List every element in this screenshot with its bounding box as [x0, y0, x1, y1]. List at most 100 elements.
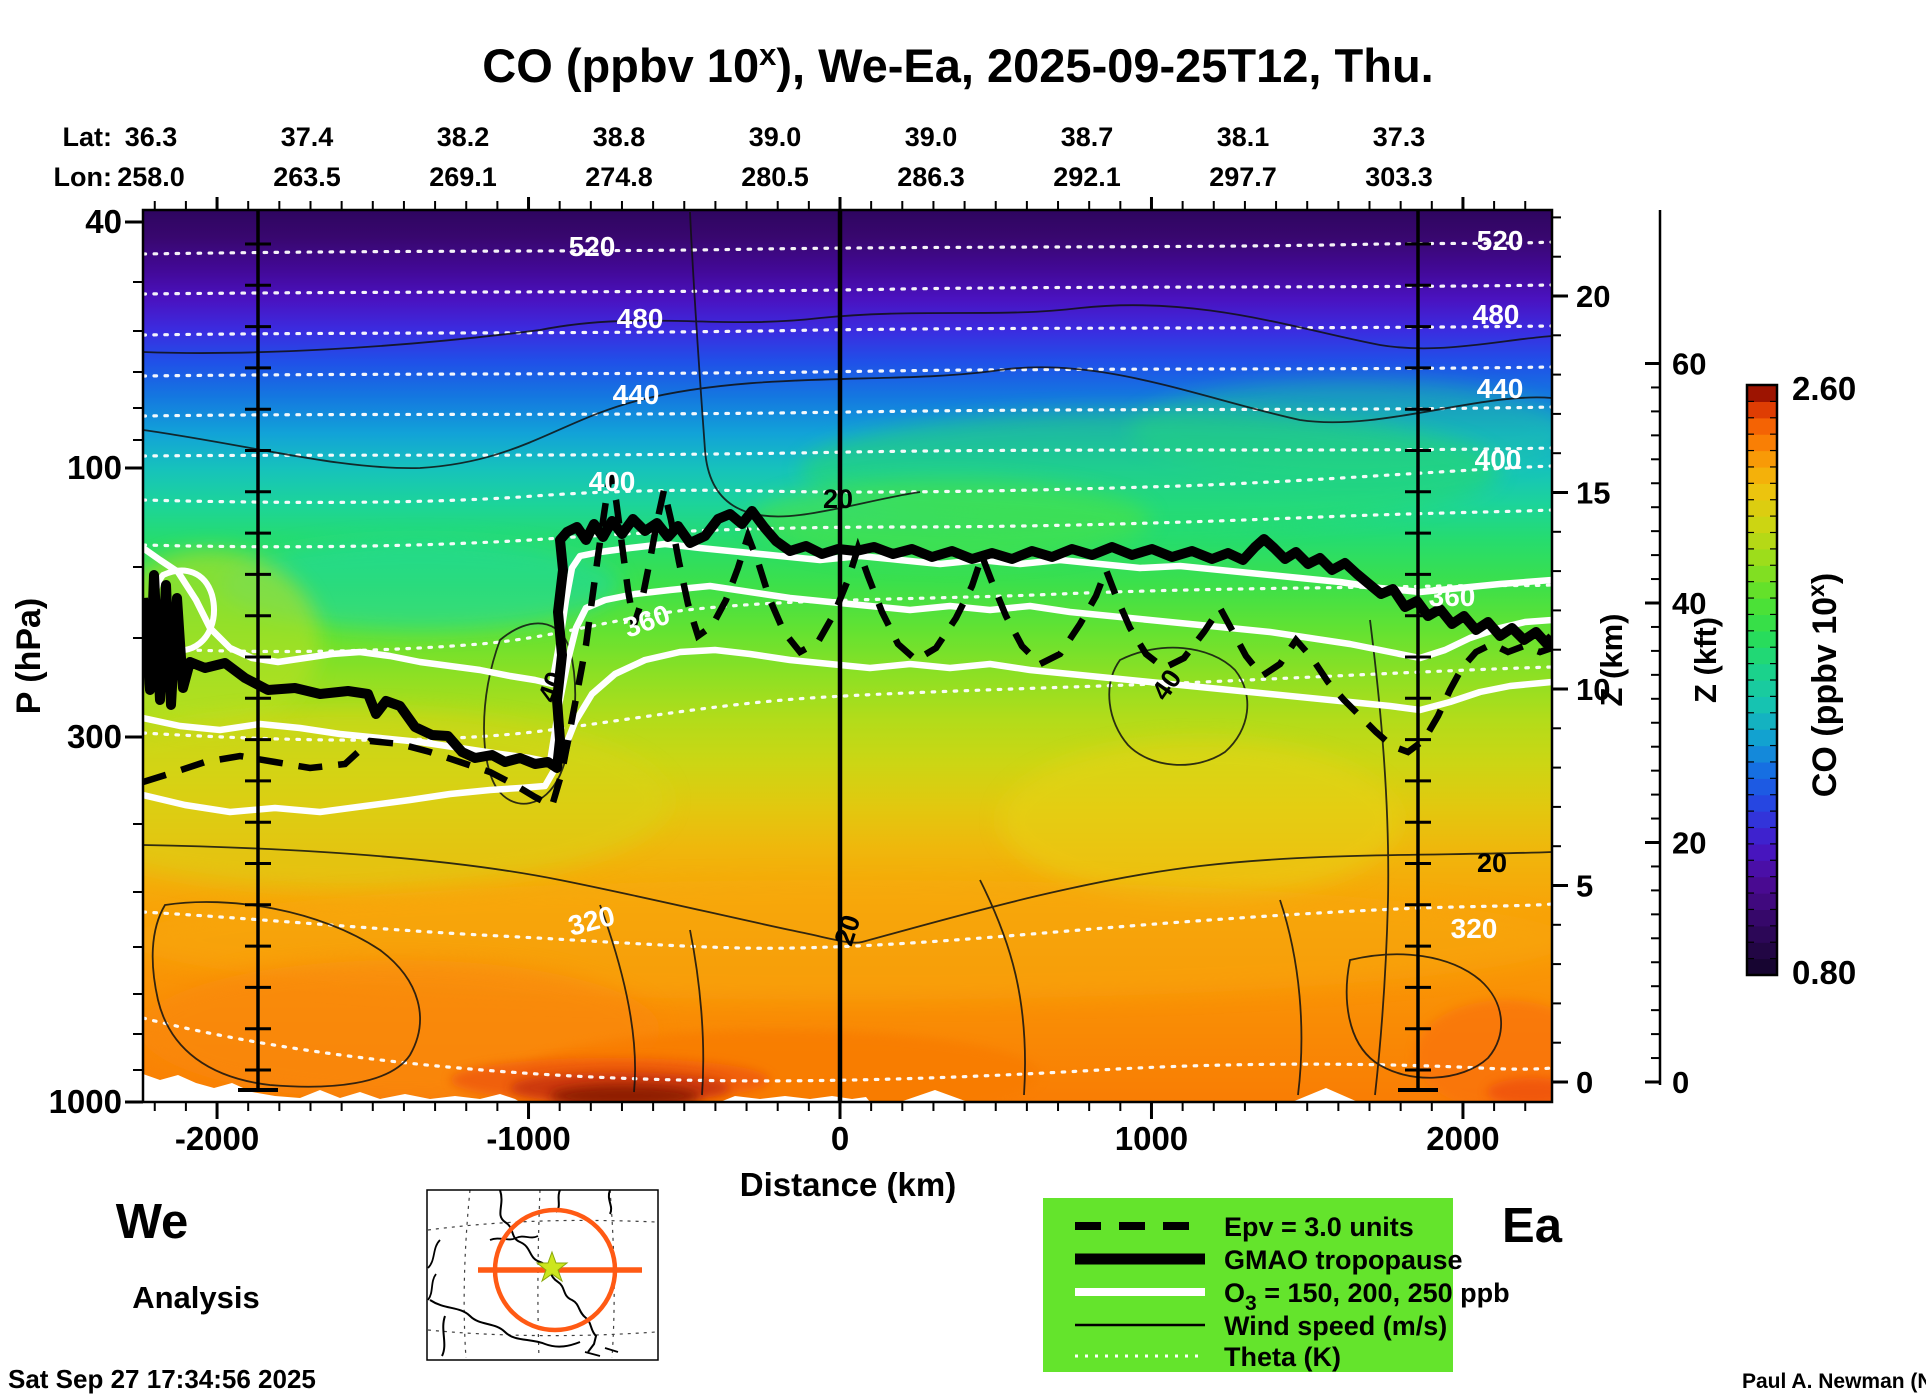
theta-label: 360 — [1429, 581, 1476, 612]
range-marker-lines — [238, 210, 1438, 1102]
colorbar-segment — [1747, 860, 1777, 878]
x-tick-label: -2000 — [175, 1120, 259, 1157]
pressure-tick-label: 300 — [67, 718, 122, 755]
lon-value: 303.3 — [1365, 162, 1433, 192]
co-filled-contours: 520 520 480 480 440 440 400 400 360 360 … — [143, 210, 1552, 1102]
lon-value: 274.8 — [585, 162, 653, 192]
lat-value: 37.3 — [1373, 122, 1426, 152]
theta-label: 480 — [1473, 299, 1520, 330]
colorbar-min: 0.80 — [1792, 954, 1856, 991]
colorbar-segment — [1747, 942, 1777, 960]
colorbar-segment — [1747, 417, 1777, 435]
legend-label: Wind speed (m/s) — [1224, 1311, 1447, 1341]
map-center-star — [535, 1250, 569, 1283]
x-tick-label: 0 — [831, 1120, 849, 1157]
colorbar-segment — [1747, 876, 1777, 894]
theta-label: 520 — [1477, 225, 1524, 256]
lon-value: 258.0 — [117, 162, 185, 192]
theta-label: 400 — [1475, 444, 1522, 475]
colorbar-segment — [1747, 385, 1777, 402]
lat-value: 38.8 — [593, 122, 646, 152]
legend-label: Theta (K) — [1224, 1342, 1341, 1372]
theta-label: 440 — [1477, 373, 1524, 404]
colorbar: 2.60 0.80 CO (ppbv 10x) — [1745, 370, 1856, 991]
lon-row-label: Lon: — [54, 162, 112, 192]
zkft-tick-label: 60 — [1672, 347, 1706, 382]
run-type-label: Analysis — [132, 1280, 260, 1315]
theta-label: 320 — [1451, 913, 1498, 944]
zkft-tick-label: 0 — [1672, 1065, 1689, 1100]
legend-item-theta: Theta (K) — [1075, 1342, 1341, 1372]
colorbar-segment — [1747, 499, 1777, 517]
x-tick-label: 1000 — [1115, 1120, 1188, 1157]
colorbar-segment — [1747, 483, 1777, 501]
colorbar-segment — [1747, 614, 1777, 632]
colorbar-title: CO (ppbv 10x) — [1803, 573, 1844, 797]
wind-contours — [143, 211, 1552, 1096]
colorbar-segment — [1747, 761, 1777, 779]
colorbar-segment — [1747, 745, 1777, 763]
lon-value: 263.5 — [273, 162, 341, 192]
colorbar-segment — [1747, 827, 1777, 845]
colorbar-frame — [1745, 383, 1779, 977]
lon-value: 286.3 — [897, 162, 965, 192]
lat-value: 38.2 — [437, 122, 490, 152]
lat-value: 37.4 — [281, 122, 334, 152]
east-end-label: Ea — [1502, 1199, 1563, 1253]
legend-background — [1043, 1198, 1453, 1372]
colorbar-segment — [1747, 630, 1777, 648]
colorbar-segment — [1747, 843, 1777, 861]
colorbar-segment — [1747, 794, 1777, 812]
colorbar-segment — [1747, 696, 1777, 714]
pressure-axis: 40 100 300 1000 — [49, 203, 143, 1120]
lat-value: 38.7 — [1061, 122, 1114, 152]
colorbar-segment — [1747, 778, 1777, 796]
legend-item-ozone: O3 = 150, 200, 250 ppb — [1075, 1278, 1510, 1315]
pressure-tick-label: 1000 — [49, 1083, 122, 1120]
colorbar-segment — [1747, 729, 1777, 747]
colorbar-segment — [1747, 893, 1777, 911]
x-axis-title: Distance (km) — [740, 1166, 956, 1203]
zkm-tick-label: 15 — [1576, 476, 1610, 511]
colorbar-segment — [1747, 909, 1777, 927]
colorbar-segment — [1747, 680, 1777, 697]
theta-label: 480 — [617, 303, 664, 334]
legend-item-epv: Epv = 3.0 units — [1075, 1212, 1414, 1242]
wind-label: 20 — [1477, 848, 1507, 878]
colorbar-segment — [1747, 532, 1777, 550]
lon-value: 297.7 — [1209, 162, 1277, 192]
colorbar-segment — [1747, 401, 1777, 419]
colorbar-segment — [1747, 598, 1777, 616]
colorbar-segment — [1747, 516, 1777, 534]
colorbar-segment — [1747, 548, 1777, 566]
plot-area: 520 520 480 480 440 440 400 400 360 360 … — [141, 208, 1554, 1104]
zkft-tick-label: 40 — [1672, 586, 1706, 621]
zkm-tick-label: 10 — [1576, 672, 1610, 707]
colorbar-segment — [1747, 434, 1777, 452]
zkm-tick-label: 5 — [1576, 869, 1593, 904]
lon-value: 292.1 — [1053, 162, 1121, 192]
theta-label: 520 — [569, 231, 616, 262]
terrain-mask — [143, 1074, 1358, 1102]
zkm-axis: 0 5 10 15 20 — [1552, 216, 1610, 1100]
theta-label: 400 — [589, 466, 636, 497]
map-inset — [426, 1189, 659, 1361]
colorbar-segment — [1747, 581, 1777, 599]
zkft-tick-label: 20 — [1672, 826, 1706, 861]
lat-value: 36.3 — [125, 122, 178, 152]
legend-label: Epv = 3.0 units — [1224, 1212, 1414, 1242]
x-axis: -2000 -1000 0 1000 2000 — [153, 197, 1527, 1157]
zkm-tick-label: 0 — [1576, 1065, 1593, 1100]
plot-frame — [141, 208, 1554, 1104]
colorbar-segment — [1747, 565, 1777, 583]
page-title: CO (ppbv 10x), We-Ea, 2025-09-25T12, Thu… — [482, 37, 1433, 92]
legend-item-tropopause: GMAO tropopause — [1075, 1245, 1463, 1275]
zkm-tick-label: 20 — [1576, 279, 1610, 314]
colorbar-segment — [1747, 925, 1777, 943]
lat-row-label: Lat: — [63, 122, 113, 152]
lat-value: 38.1 — [1217, 122, 1270, 152]
zkft-axis: 0 20 40 60 — [1645, 210, 1706, 1100]
lat-value: 39.0 — [749, 122, 802, 152]
